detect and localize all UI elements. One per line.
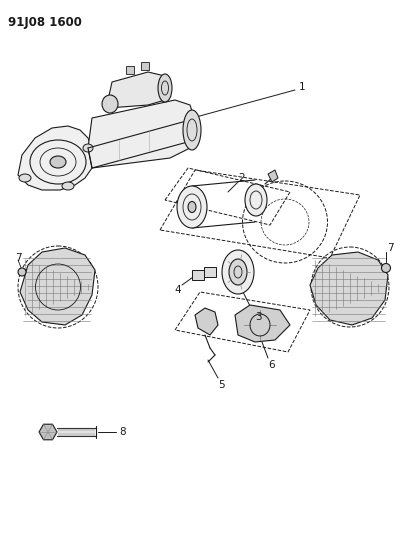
Text: 4: 4 bbox=[175, 285, 181, 295]
Ellipse shape bbox=[188, 201, 196, 213]
Text: 1: 1 bbox=[299, 82, 305, 92]
Polygon shape bbox=[88, 100, 195, 168]
Ellipse shape bbox=[245, 184, 267, 216]
Text: 5: 5 bbox=[219, 380, 225, 390]
Ellipse shape bbox=[382, 263, 391, 272]
Ellipse shape bbox=[229, 259, 247, 285]
Text: 2: 2 bbox=[239, 173, 245, 183]
Polygon shape bbox=[204, 267, 216, 277]
Text: 7: 7 bbox=[387, 243, 393, 253]
Polygon shape bbox=[195, 308, 218, 335]
Polygon shape bbox=[310, 252, 388, 325]
Polygon shape bbox=[126, 66, 134, 74]
Text: 7: 7 bbox=[15, 253, 21, 263]
Polygon shape bbox=[141, 62, 149, 70]
Ellipse shape bbox=[183, 110, 201, 150]
Ellipse shape bbox=[18, 268, 26, 276]
Ellipse shape bbox=[50, 156, 66, 168]
Polygon shape bbox=[18, 126, 92, 190]
Ellipse shape bbox=[19, 174, 31, 182]
Ellipse shape bbox=[83, 144, 93, 152]
Polygon shape bbox=[108, 72, 168, 108]
Text: 91J08 1600: 91J08 1600 bbox=[8, 16, 82, 29]
Text: 6: 6 bbox=[269, 360, 275, 370]
Ellipse shape bbox=[62, 182, 74, 190]
Ellipse shape bbox=[222, 250, 254, 294]
Ellipse shape bbox=[177, 186, 207, 228]
Ellipse shape bbox=[158, 74, 172, 102]
Polygon shape bbox=[192, 270, 204, 280]
Polygon shape bbox=[39, 424, 57, 440]
Ellipse shape bbox=[102, 95, 118, 113]
Text: 3: 3 bbox=[255, 312, 261, 322]
Polygon shape bbox=[235, 305, 290, 342]
Text: 8: 8 bbox=[120, 427, 126, 437]
Polygon shape bbox=[20, 248, 95, 325]
Polygon shape bbox=[268, 170, 278, 182]
